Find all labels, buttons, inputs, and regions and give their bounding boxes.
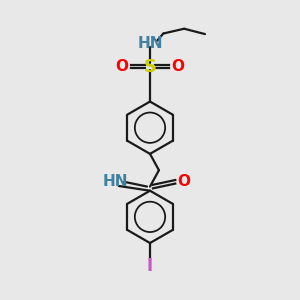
Text: O: O [115, 59, 128, 74]
Text: O: O [178, 174, 191, 189]
Text: S: S [143, 58, 157, 76]
Text: HN: HN [103, 174, 129, 189]
Text: I: I [147, 257, 153, 275]
Text: HN: HN [137, 35, 163, 50]
Text: O: O [172, 59, 185, 74]
